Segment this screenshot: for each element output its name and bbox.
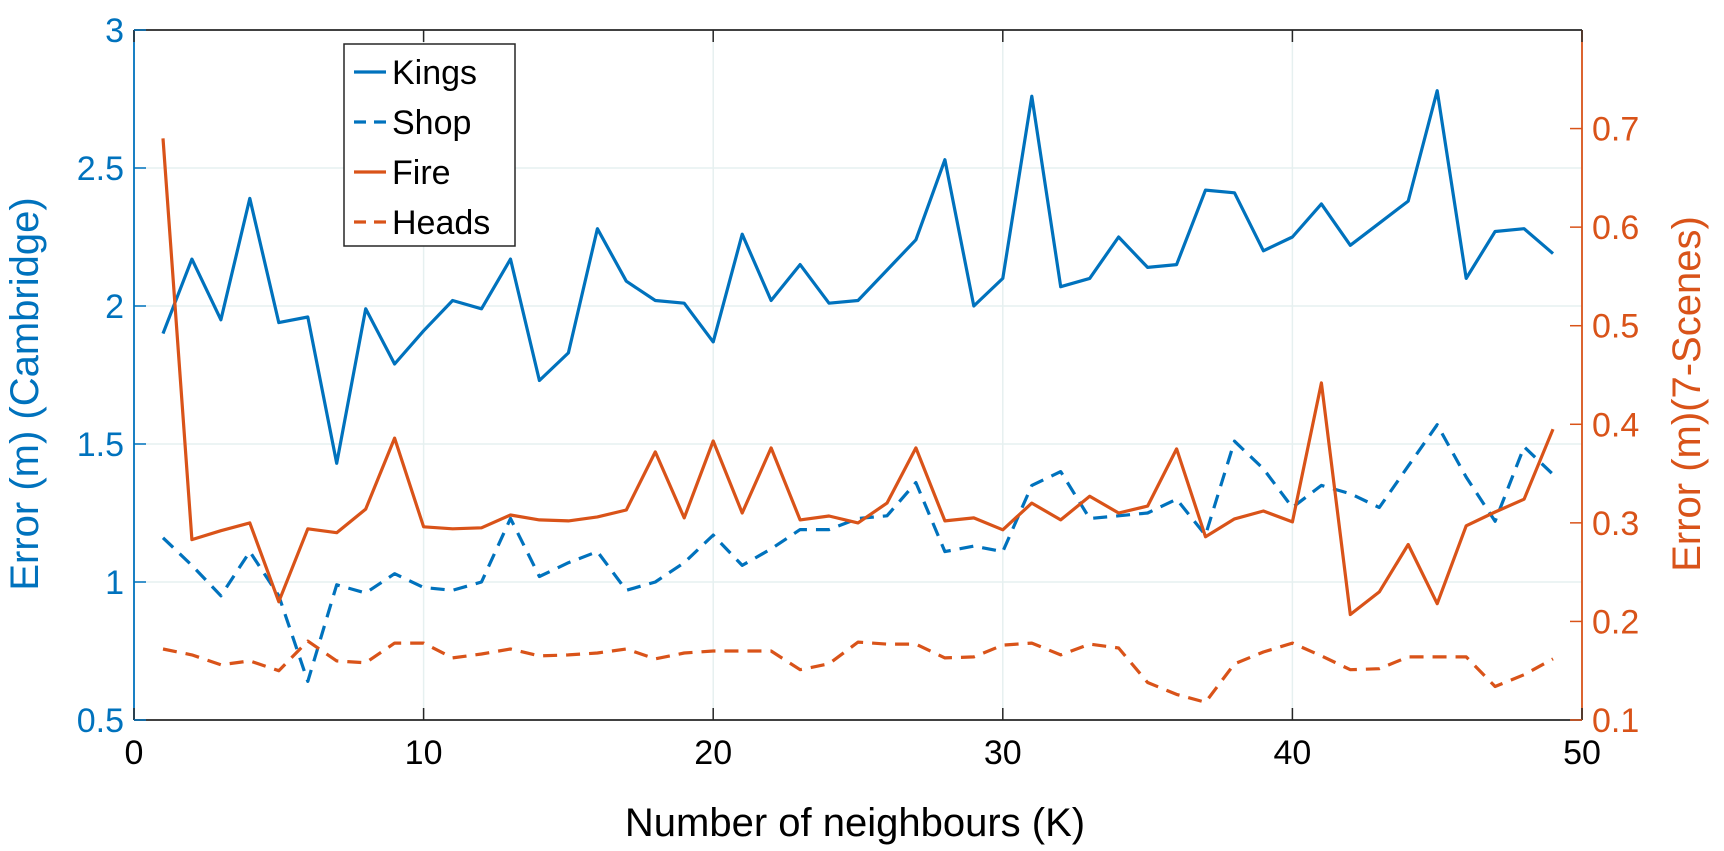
grid bbox=[134, 30, 1582, 720]
x-tick-label: 30 bbox=[984, 734, 1022, 772]
y-left-tick-label: 0.5 bbox=[77, 702, 124, 740]
x-axis-label: Number of neighbours (K) bbox=[625, 801, 1085, 845]
y-left-tick-label: 3 bbox=[105, 12, 124, 50]
legend-label-fire: Fire bbox=[392, 154, 451, 192]
y-right-tick-label: 0.7 bbox=[1592, 111, 1639, 149]
series-line-shop bbox=[161, 423, 1555, 684]
legend-label-heads: Heads bbox=[392, 204, 490, 242]
y-left-tick-label: 1 bbox=[105, 564, 124, 602]
legend-label-shop: Shop bbox=[392, 104, 471, 142]
series-line-kings bbox=[161, 89, 1555, 465]
x-tick-label: 40 bbox=[1273, 734, 1311, 772]
legend: Kings Shop Fire Heads bbox=[343, 43, 516, 247]
y-axis-right-label: Error (m)(7-Scenes) bbox=[1665, 216, 1709, 572]
axes bbox=[133, 29, 1583, 721]
series-line-heads bbox=[162, 639, 1554, 704]
y-right-tick-label: 0.2 bbox=[1592, 603, 1639, 641]
y-left-tick-label: 2.5 bbox=[77, 150, 124, 188]
y-left-tick-label: 1.5 bbox=[77, 426, 124, 464]
y-right-tick-label: 0.5 bbox=[1592, 308, 1639, 346]
y-left-tick-label: 2 bbox=[105, 288, 124, 326]
x-tick-label: 0 bbox=[125, 734, 144, 772]
tick-labels: 0 10 20 30 40 50 0.5 1 1.5 2 2.5 3 0.1 0.2 0.3 0.4 0.5 0.… bbox=[77, 12, 1640, 772]
y-right-tick-label: 0.4 bbox=[1592, 406, 1639, 444]
x-tick-label: 50 bbox=[1563, 734, 1601, 772]
x-tick-label: 20 bbox=[694, 734, 732, 772]
y-right-tick-label: 0.1 bbox=[1592, 702, 1639, 740]
series-lines bbox=[161, 89, 1555, 704]
legend-label-kings: Kings bbox=[392, 54, 477, 92]
y-right-tick-label: 0.3 bbox=[1592, 505, 1639, 543]
x-tick-label: 10 bbox=[405, 734, 443, 772]
series-line-fire bbox=[161, 138, 1555, 617]
y-right-tick-label: 0.6 bbox=[1592, 209, 1639, 247]
legend-box bbox=[343, 43, 516, 247]
y-axis-left-label: Error (m) (Cambridge) bbox=[3, 197, 47, 590]
